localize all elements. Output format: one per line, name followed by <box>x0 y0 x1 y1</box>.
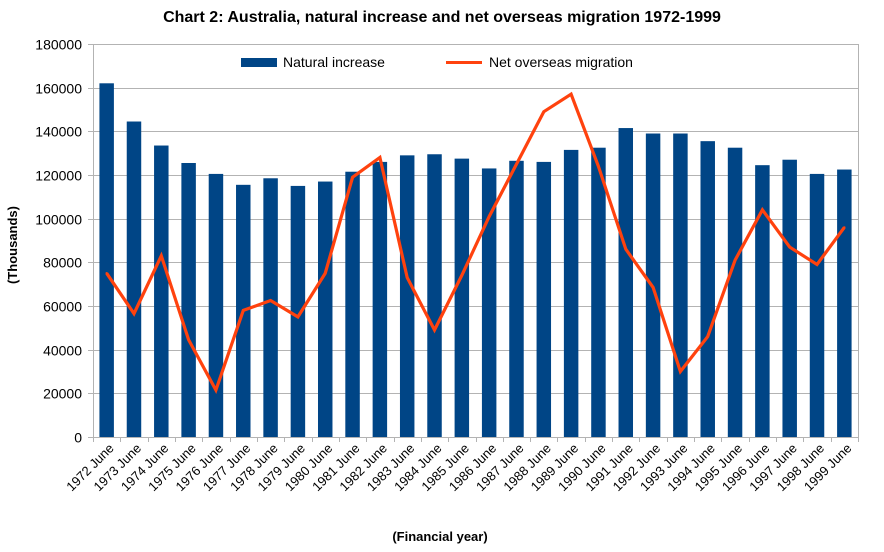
point-net-overseas-migration <box>569 93 573 96</box>
point-net-overseas-migration <box>242 309 245 312</box>
y-tick-label: 40000 <box>43 343 82 359</box>
point-net-overseas-migration <box>515 162 518 166</box>
point-net-overseas-migration <box>405 276 409 279</box>
bar-natural-increase <box>700 141 715 438</box>
y-tick-label: 20000 <box>43 386 82 402</box>
point-net-overseas-migration <box>269 299 272 302</box>
point-net-overseas-migration <box>132 312 136 315</box>
point-net-overseas-migration <box>542 110 546 113</box>
bar-natural-increase <box>481 168 497 437</box>
bar-natural-increase <box>563 149 579 437</box>
point-net-overseas-migration <box>597 165 600 168</box>
y-tick-label: 80000 <box>43 255 82 271</box>
point-net-overseas-migration <box>187 338 190 342</box>
point-net-overseas-migration <box>788 245 791 249</box>
bar-natural-increase <box>427 154 442 437</box>
bar-natural-increase <box>536 161 552 437</box>
bar-natural-increase <box>782 159 797 437</box>
line-net-overseas-migration <box>105 91 846 395</box>
bar-natural-increase <box>154 145 169 437</box>
y-tick-label: 160000 <box>35 81 82 97</box>
legend: Natural increase Net overseas migration <box>241 54 633 70</box>
point-net-overseas-migration <box>651 286 655 289</box>
x-axis-label: (Financial year) <box>392 529 487 544</box>
bar-natural-increase <box>618 128 634 437</box>
point-net-overseas-migration <box>433 328 436 332</box>
bar-natural-increase <box>208 173 224 438</box>
bar-natural-increase <box>99 83 114 438</box>
bar-natural-increase <box>755 165 770 438</box>
point-net-overseas-migration <box>706 335 709 338</box>
point-net-overseas-migration <box>214 388 218 392</box>
grid-layer <box>93 44 858 438</box>
bar-natural-increase <box>317 181 333 437</box>
y-tick-label: 60000 <box>43 299 82 315</box>
point-net-overseas-migration <box>733 258 737 262</box>
bar-natural-increase <box>290 185 306 437</box>
bar-natural-increase <box>399 155 415 437</box>
point-net-overseas-migration <box>324 272 327 275</box>
bar-natural-increase <box>263 178 278 437</box>
point-net-overseas-migration <box>160 254 163 257</box>
bar-natural-increase <box>372 161 388 437</box>
bar-natural-increase <box>509 160 524 437</box>
point-net-overseas-migration <box>843 226 846 229</box>
point-net-overseas-migration <box>378 156 382 159</box>
y-tick-label: 140000 <box>35 124 82 140</box>
y-tick-label: 180000 <box>35 37 82 53</box>
point-net-overseas-migration <box>296 315 300 319</box>
legend-label-natural-increase: Natural increase <box>283 54 385 70</box>
line-layer <box>105 91 846 395</box>
bar-natural-increase <box>345 171 360 437</box>
legend-label-net-overseas-migration: Net overseas migration <box>489 54 633 70</box>
y-tick-label: 0 <box>74 430 82 446</box>
point-net-overseas-migration <box>815 263 819 266</box>
bars-layer <box>99 83 852 438</box>
y-tick-label: 120000 <box>35 168 82 184</box>
point-net-overseas-migration <box>624 248 627 251</box>
y-tick-label: 100000 <box>35 212 82 228</box>
bar-natural-increase <box>591 147 606 438</box>
point-net-overseas-migration <box>351 175 354 179</box>
chart-title: Chart 2: Australia, natural increase and… <box>163 9 721 26</box>
y-axis-label: (Thousands) <box>5 206 20 284</box>
bar-natural-increase <box>126 121 142 437</box>
bar-natural-increase <box>809 173 825 438</box>
point-net-overseas-migration <box>105 272 108 275</box>
bar-natural-increase <box>837 169 852 437</box>
point-net-overseas-migration <box>761 208 764 212</box>
bar-natural-increase <box>727 147 743 438</box>
point-net-overseas-migration <box>460 274 464 277</box>
bar-natural-increase <box>181 162 196 437</box>
bar-natural-increase <box>454 158 470 437</box>
point-net-overseas-migration <box>487 215 491 218</box>
legend-swatch-natural-increase <box>241 58 277 67</box>
bar-natural-increase <box>673 133 688 437</box>
point-net-overseas-migration <box>679 370 682 373</box>
